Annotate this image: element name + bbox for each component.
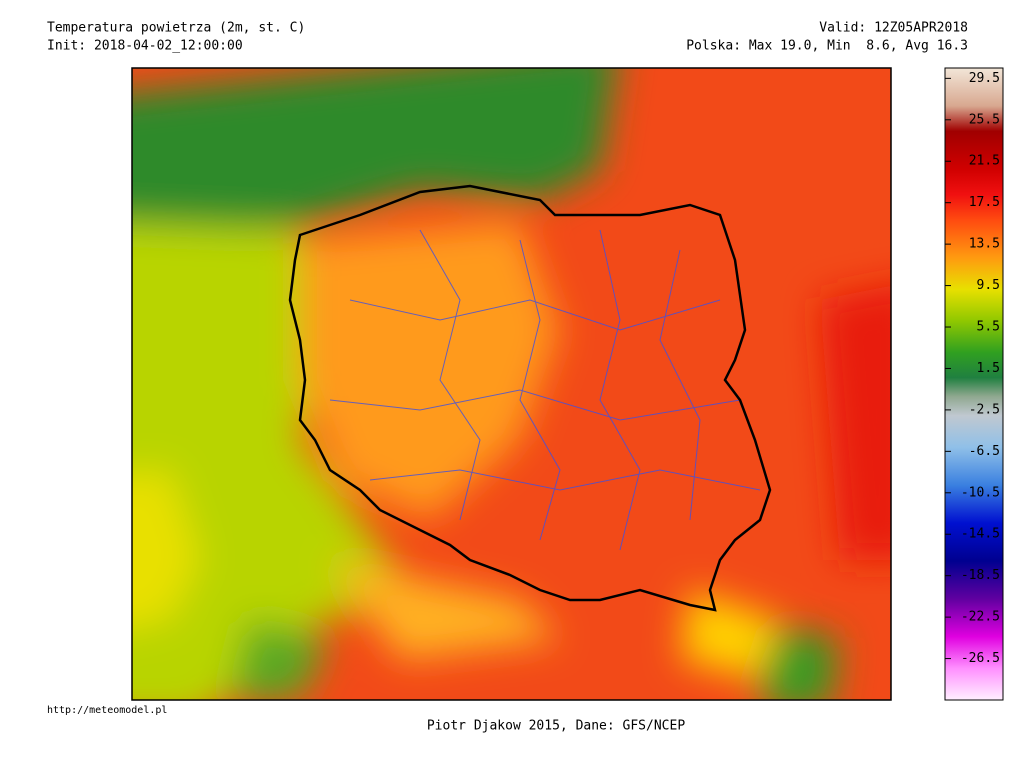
- colorbar-tick-label: 5.5: [977, 320, 1000, 335]
- colorbar-tick-label: 25.5: [969, 112, 1000, 127]
- colorbar-tick-label: 13.5: [969, 237, 1000, 252]
- hot-area: [820, 285, 891, 560]
- colorbar-tick-label: 29.5: [969, 71, 1000, 86]
- colorbar-tick-label: -22.5: [961, 610, 1000, 625]
- colorbar-scale: [944, 67, 1004, 701]
- colorbar-tick-label: -18.5: [961, 568, 1000, 583]
- colorbar: 29.5 25.5 21.5 17.5 13.5 9.5 5.5 1.5 -2.5 -6.5 -10…: [944, 67, 1004, 701]
- colorbar-tick-label: 9.5: [977, 278, 1000, 293]
- warm-area: [330, 560, 560, 660]
- source-url: http://meteomodel.pl: [47, 705, 167, 716]
- colorbar-tick-label: -14.5: [961, 527, 1000, 542]
- cool-area: [230, 620, 330, 700]
- colorbar-tick-label: -10.5: [961, 485, 1000, 500]
- mild-area: [132, 470, 200, 627]
- colorbar-tick-label: -2.5: [969, 402, 1000, 417]
- cool-area: [132, 68, 616, 235]
- map-frame: [131, 67, 892, 701]
- warm-area: [300, 220, 560, 520]
- regions: [329, 229, 761, 551]
- colorbar-tick-label: 17.5: [969, 195, 1000, 210]
- colorbar-tick-label: 1.5: [977, 361, 1000, 376]
- mild-area: [680, 590, 780, 680]
- credit: Piotr Djakow 2015, Dane: GFS/NCEP: [427, 719, 685, 734]
- country-border: [288, 184, 772, 612]
- temperature-field: [132, 68, 891, 700]
- colorbar-tick-label: -26.5: [961, 651, 1000, 666]
- colorbar-tick-label: -6.5: [969, 444, 1000, 459]
- stats: Polska: Max 19.0, Min 8.6, Avg 16.3: [686, 39, 968, 54]
- valid-time: Valid: 12Z05APR2018: [819, 21, 968, 36]
- colorbar-tick-label: 21.5: [969, 154, 1000, 169]
- map-title: Temperatura powietrza (2m, st. C): [47, 21, 305, 36]
- cool-area: [760, 620, 840, 700]
- init-time: Init: 2018-04-02_12:00:00: [47, 39, 243, 54]
- map: [132, 68, 891, 700]
